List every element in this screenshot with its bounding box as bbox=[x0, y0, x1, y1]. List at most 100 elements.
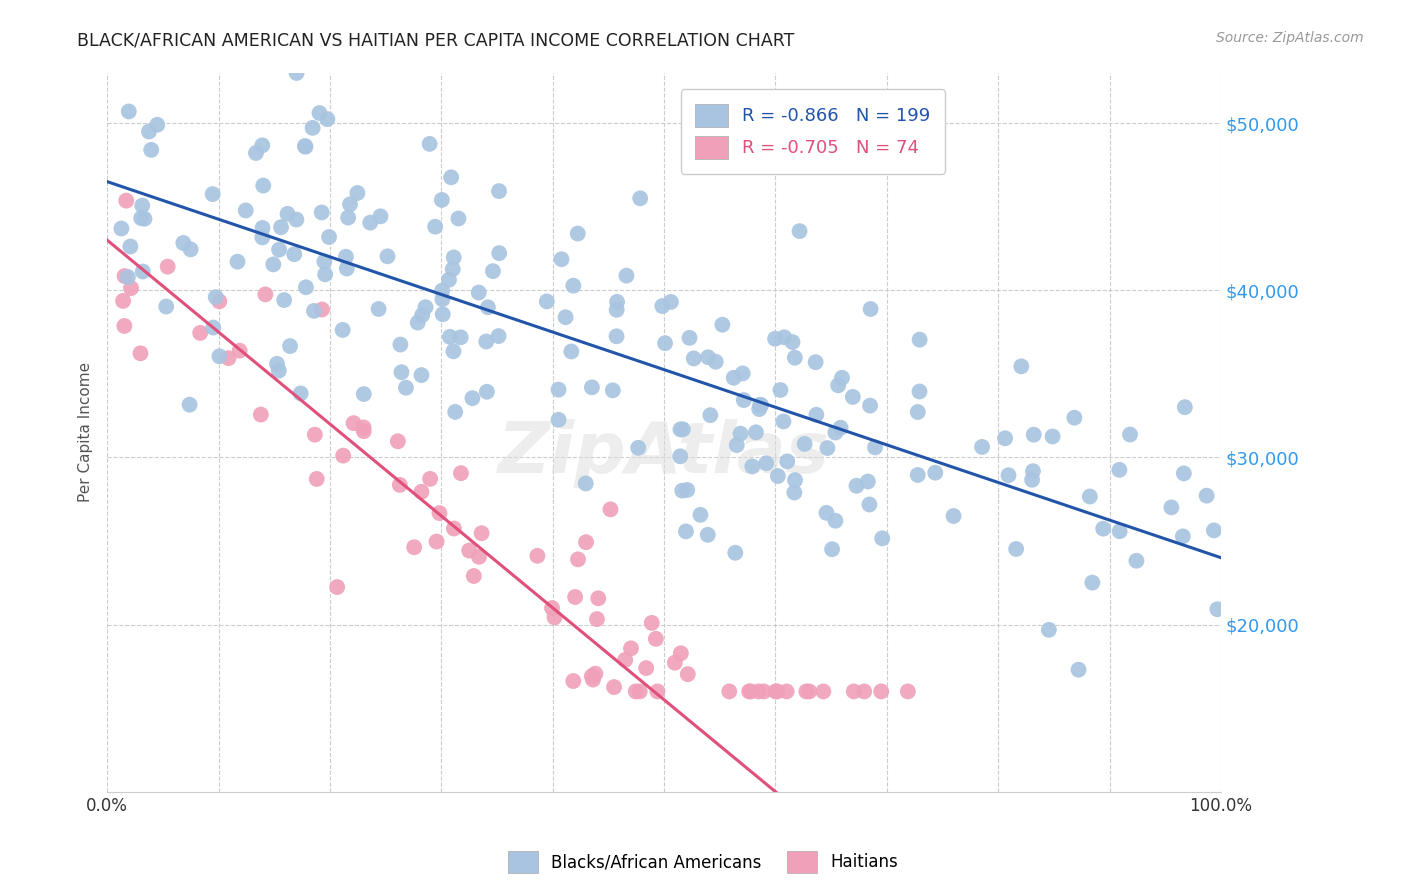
Point bbox=[1022, 427, 1045, 442]
Point bbox=[425, 219, 447, 234]
Point bbox=[766, 469, 789, 483]
Legend: Blacks/African Americans, Haitians: Blacks/African Americans, Haitians bbox=[502, 845, 904, 880]
Point bbox=[138, 124, 160, 138]
Point bbox=[562, 673, 585, 688]
Point bbox=[1202, 524, 1225, 538]
Point bbox=[202, 320, 225, 334]
Point bbox=[311, 205, 333, 219]
Point bbox=[337, 211, 360, 225]
Point bbox=[813, 684, 835, 698]
Point bbox=[389, 337, 412, 351]
Point bbox=[696, 528, 718, 542]
Point bbox=[1195, 489, 1218, 503]
Point bbox=[586, 612, 609, 626]
Point bbox=[782, 334, 804, 349]
Point bbox=[482, 264, 505, 278]
Point bbox=[794, 684, 817, 698]
Point bbox=[1005, 541, 1028, 556]
Point bbox=[773, 330, 796, 344]
Point bbox=[606, 302, 628, 317]
Point bbox=[488, 329, 510, 343]
Point bbox=[468, 549, 491, 564]
Point bbox=[564, 590, 586, 604]
Point bbox=[112, 293, 135, 308]
Point bbox=[628, 191, 651, 205]
Point bbox=[1063, 410, 1085, 425]
Point bbox=[659, 294, 682, 309]
Point bbox=[575, 535, 598, 549]
Point bbox=[419, 136, 441, 151]
Point bbox=[994, 431, 1017, 445]
Point bbox=[395, 381, 418, 395]
Point bbox=[806, 408, 828, 422]
Point bbox=[711, 318, 734, 332]
Point bbox=[799, 684, 821, 698]
Point bbox=[769, 383, 792, 397]
Point bbox=[651, 299, 673, 313]
Point bbox=[856, 475, 879, 489]
Point bbox=[252, 138, 274, 153]
Point bbox=[654, 336, 676, 351]
Point bbox=[783, 485, 806, 500]
Point bbox=[353, 424, 375, 438]
Point bbox=[305, 472, 328, 486]
Point bbox=[141, 143, 163, 157]
Point bbox=[845, 479, 868, 493]
Point bbox=[740, 684, 762, 698]
Point bbox=[302, 304, 325, 318]
Point bbox=[387, 434, 409, 449]
Point bbox=[180, 243, 202, 257]
Point bbox=[671, 483, 693, 498]
Point bbox=[266, 357, 288, 371]
Point bbox=[583, 666, 606, 681]
Point bbox=[290, 386, 312, 401]
Point bbox=[606, 294, 628, 309]
Point bbox=[804, 355, 827, 369]
Point bbox=[1174, 400, 1197, 414]
Point bbox=[942, 508, 965, 523]
Point bbox=[647, 684, 669, 698]
Point bbox=[208, 349, 231, 363]
Point bbox=[763, 332, 786, 346]
Point bbox=[741, 459, 763, 474]
Point bbox=[336, 261, 359, 276]
Point bbox=[411, 484, 433, 499]
Point bbox=[391, 365, 413, 379]
Point bbox=[599, 502, 621, 516]
Point bbox=[1108, 524, 1130, 539]
Point bbox=[278, 339, 301, 353]
Point bbox=[134, 211, 156, 226]
Point bbox=[725, 438, 748, 452]
Point bbox=[672, 422, 695, 436]
Point bbox=[669, 646, 692, 660]
Point bbox=[1067, 663, 1090, 677]
Point bbox=[997, 468, 1019, 483]
Point bbox=[450, 330, 472, 344]
Point bbox=[858, 498, 880, 512]
Point bbox=[406, 316, 429, 330]
Point bbox=[602, 384, 624, 398]
Point bbox=[201, 187, 224, 202]
Point bbox=[304, 427, 326, 442]
Point bbox=[335, 250, 357, 264]
Point bbox=[188, 326, 211, 340]
Point bbox=[1125, 554, 1147, 568]
Point bbox=[547, 383, 569, 397]
Point bbox=[733, 393, 755, 408]
Point bbox=[129, 346, 152, 360]
Point bbox=[1042, 429, 1064, 443]
Point bbox=[1078, 490, 1101, 504]
Point bbox=[776, 454, 799, 468]
Point bbox=[475, 384, 498, 399]
Point bbox=[463, 569, 485, 583]
Point bbox=[262, 257, 284, 271]
Point bbox=[1010, 359, 1032, 374]
Point bbox=[339, 197, 361, 211]
Point bbox=[228, 343, 250, 358]
Point bbox=[606, 329, 628, 343]
Point bbox=[675, 524, 697, 539]
Point bbox=[367, 301, 389, 316]
Point bbox=[731, 367, 754, 381]
Point bbox=[745, 425, 768, 440]
Point bbox=[295, 280, 318, 294]
